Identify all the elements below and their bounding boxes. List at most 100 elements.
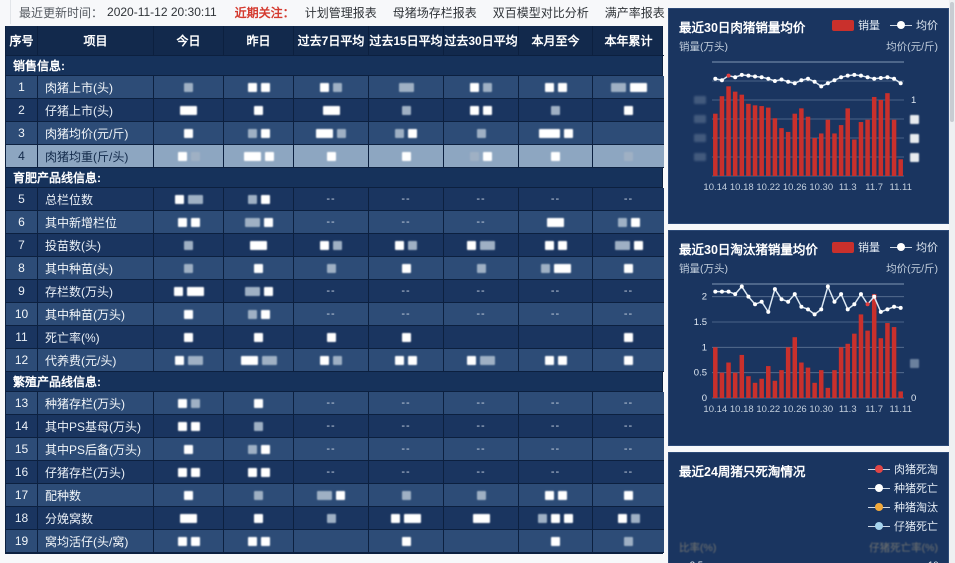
- table-row[interactable]: 2 仔猪上市(头): [6, 99, 664, 122]
- table-row[interactable]: 18 分娩窝数: [6, 507, 664, 530]
- bar-sales[interactable]: [884, 323, 890, 398]
- bar-sales[interactable]: [772, 118, 777, 176]
- table-row[interactable]: 12 代养费(元/头): [6, 349, 664, 372]
- table-row[interactable]: 17 配种数: [6, 484, 664, 507]
- bar-sales[interactable]: [858, 122, 863, 176]
- legend-item[interactable]: 仔猪死亡: [868, 518, 938, 534]
- line-point[interactable]: [798, 78, 803, 83]
- table-row[interactable]: 11 死亡率(%): [6, 326, 664, 349]
- bar-sales[interactable]: [811, 382, 817, 398]
- bar-sales[interactable]: [891, 119, 896, 176]
- line-point[interactable]: [739, 72, 744, 77]
- line-point[interactable]: [712, 76, 717, 81]
- table-row[interactable]: 5 总栏位数 -- -- -- -- --: [6, 188, 664, 211]
- line-point[interactable]: [851, 72, 856, 77]
- legend-item[interactable]: 均价: [890, 17, 938, 33]
- bar-sales[interactable]: [831, 133, 837, 176]
- bar-sales[interactable]: [878, 100, 883, 176]
- line-point[interactable]: [732, 75, 737, 80]
- bar-sales[interactable]: [732, 91, 737, 176]
- bar-sales[interactable]: [851, 333, 857, 398]
- legend-item[interactable]: 销量: [832, 17, 880, 33]
- bar-sales[interactable]: [792, 337, 797, 398]
- bar-sales[interactable]: [897, 159, 903, 176]
- legend-item[interactable]: 肉猪死淘: [868, 461, 938, 477]
- line-point[interactable]: [752, 302, 757, 307]
- bar-sales[interactable]: [811, 138, 817, 176]
- table-row[interactable]: 19 窝均活仔(头/窝): [6, 530, 664, 553]
- bar-sales[interactable]: [878, 338, 883, 398]
- bar-sales[interactable]: [858, 314, 863, 398]
- bar-sales[interactable]: [739, 94, 744, 176]
- line-point[interactable]: [726, 73, 731, 78]
- table-row[interactable]: 14 其中PS基母(万头) -- -- -- -- --: [6, 415, 664, 438]
- scrollbar-thumb[interactable]: [950, 2, 954, 122]
- bar-sales[interactable]: [798, 362, 804, 398]
- bar-sales[interactable]: [897, 391, 903, 398]
- line-point[interactable]: [838, 292, 843, 297]
- table-row[interactable]: 16 仔猪存栏(万头) -- -- -- -- --: [6, 461, 664, 484]
- line-point[interactable]: [871, 76, 876, 81]
- line-point[interactable]: [884, 307, 889, 312]
- bar-sales[interactable]: [758, 378, 764, 398]
- bar-sales[interactable]: [765, 366, 771, 398]
- bar-sales[interactable]: [884, 93, 890, 176]
- bar-sales[interactable]: [838, 347, 843, 398]
- bar-sales[interactable]: [825, 119, 830, 176]
- table-row[interactable]: 9 存栏数(万头) -- -- -- -- --: [6, 280, 664, 303]
- bar-sales[interactable]: [712, 113, 718, 176]
- bar-sales[interactable]: [725, 86, 731, 176]
- line-point[interactable]: [818, 307, 823, 312]
- table-row[interactable]: 4 肉猪均重(斤/头): [6, 145, 664, 168]
- line-point[interactable]: [759, 299, 764, 304]
- line-point[interactable]: [772, 79, 777, 83]
- bar-sales[interactable]: [765, 107, 771, 176]
- line-point[interactable]: [752, 74, 757, 79]
- bar-sales[interactable]: [778, 128, 784, 176]
- bar-sales[interactable]: [785, 347, 790, 398]
- menu-item-sow-farm-report[interactable]: 母猪场存栏报表: [392, 5, 477, 20]
- table-row[interactable]: 1 肉猪上市(头): [6, 76, 664, 99]
- bar-sales[interactable]: [712, 347, 718, 398]
- line-point[interactable]: [745, 294, 750, 299]
- line-point[interactable]: [785, 79, 790, 84]
- line-point[interactable]: [805, 307, 810, 312]
- table-row[interactable]: 13 种猪存栏(万头) -- -- -- -- --: [6, 392, 664, 415]
- line-point[interactable]: [825, 81, 830, 86]
- menu-item-plan-report[interactable]: 计划管理报表: [304, 5, 377, 20]
- bar-sales[interactable]: [719, 96, 724, 176]
- bar-sales[interactable]: [778, 370, 784, 398]
- bar-sales[interactable]: [851, 139, 857, 176]
- line-point[interactable]: [792, 292, 797, 297]
- line-point[interactable]: [831, 78, 836, 83]
- line-point[interactable]: [772, 287, 777, 292]
- table-row[interactable]: 6 其中新增栏位 -- -- --: [6, 211, 664, 234]
- line-point[interactable]: [712, 289, 717, 294]
- table-row[interactable]: 3 肉猪均价(元/斤): [6, 122, 664, 145]
- line-point[interactable]: [798, 304, 803, 309]
- line-point[interactable]: [745, 73, 750, 78]
- bar-sales[interactable]: [772, 380, 777, 398]
- line-point[interactable]: [765, 309, 770, 314]
- line-point[interactable]: [805, 76, 810, 81]
- line-point[interactable]: [831, 299, 836, 304]
- bar-sales[interactable]: [732, 372, 737, 398]
- menu-item-capacity-report[interactable]: 满产率报表: [604, 5, 665, 20]
- line-point[interactable]: [785, 299, 790, 304]
- line-point[interactable]: [825, 284, 830, 289]
- line-point[interactable]: [719, 78, 724, 83]
- line-point[interactable]: [898, 81, 903, 86]
- bar-sales[interactable]: [831, 370, 837, 398]
- line-point[interactable]: [812, 312, 817, 317]
- bar-sales[interactable]: [838, 125, 843, 176]
- legend-item[interactable]: 均价: [890, 239, 938, 255]
- line-point[interactable]: [891, 304, 896, 309]
- bar-sales[interactable]: [864, 330, 870, 398]
- bar-sales[interactable]: [758, 106, 764, 176]
- page-scrollbar[interactable]: [949, 0, 955, 563]
- bar-sales[interactable]: [752, 105, 757, 176]
- bar-sales[interactable]: [792, 113, 797, 176]
- line-point[interactable]: [871, 294, 876, 299]
- line-point[interactable]: [838, 75, 843, 80]
- bar-sales[interactable]: [864, 119, 870, 176]
